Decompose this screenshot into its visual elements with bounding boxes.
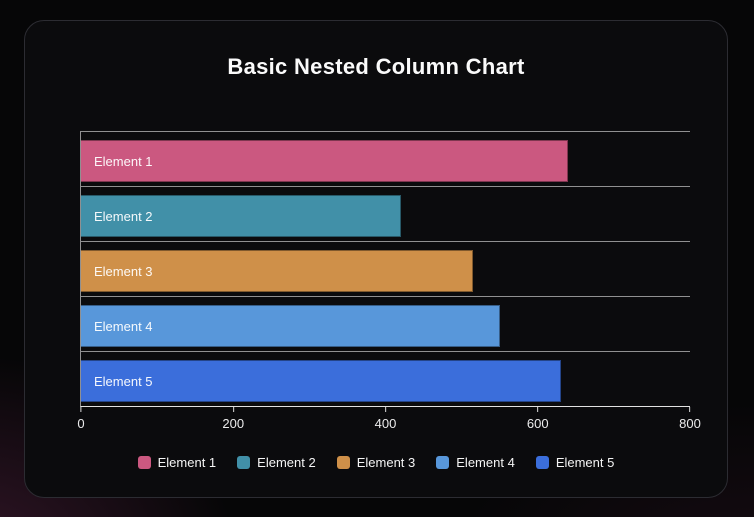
grid-row: Element 2 xyxy=(81,186,690,241)
x-tick: 400 xyxy=(374,407,397,431)
legend-item-5[interactable]: Element 5 xyxy=(535,455,615,470)
bar-label: Element 2 xyxy=(94,208,153,224)
bar-5[interactable]: Element 5 xyxy=(81,360,561,402)
legend-item-2[interactable]: Element 2 xyxy=(237,455,316,470)
legend-swatch xyxy=(336,456,350,469)
x-tick: 600 xyxy=(527,407,549,431)
chart-card: Basic Nested Column Chart Element 1 Elem… xyxy=(24,20,728,498)
legend-item-label: Element 2 xyxy=(257,455,316,470)
x-tick: 200 xyxy=(222,407,244,431)
x-tick-label: 200 xyxy=(222,416,245,431)
x-tick: 800 xyxy=(679,407,701,431)
bar-label: Element 4 xyxy=(94,318,153,334)
bar-3[interactable]: Element 3 xyxy=(81,250,474,292)
x-tick-label: 0 xyxy=(77,416,85,431)
x-tick-label: 400 xyxy=(374,416,397,431)
grid-row: Element 5 xyxy=(81,351,690,406)
x-tick-mark xyxy=(232,407,234,412)
legend-swatch xyxy=(237,456,251,469)
chart-title: Basic Nested Column Chart xyxy=(227,54,525,79)
grid-row: Element 4 xyxy=(81,296,690,351)
legend-swatch xyxy=(535,456,549,469)
x-tick-label: 600 xyxy=(526,416,549,431)
legend-item-3[interactable]: Element 3 xyxy=(336,455,416,470)
bar-1[interactable]: Element 1 xyxy=(81,140,569,182)
bar-label: Element 1 xyxy=(94,153,153,169)
legend-item-label: Element 5 xyxy=(555,455,615,470)
x-tick-mark xyxy=(80,407,82,412)
legend-swatch xyxy=(436,456,450,469)
grid-row: Element 1 xyxy=(81,131,690,186)
legend-item-1[interactable]: Element 1 xyxy=(137,455,217,470)
plot-area: Element 1 Element 2 Element 3 Element 4 … xyxy=(77,131,701,431)
grid-row: Element 3 xyxy=(81,241,690,296)
bar-2[interactable]: Element 2 xyxy=(81,195,401,237)
x-tick-mark xyxy=(537,407,539,412)
x-tick-mark xyxy=(384,407,386,412)
x-tick-label: 800 xyxy=(679,416,701,431)
bar-label: Element 3 xyxy=(94,263,153,279)
x-tick-mark xyxy=(689,407,691,412)
legend-item-label: Element 3 xyxy=(356,455,416,470)
legend: Element 1 Element 2 Element 3 Element 4 … xyxy=(25,455,727,470)
legend-item-label: Element 4 xyxy=(456,455,515,470)
x-tick: 0 xyxy=(77,407,85,431)
legend-item-4[interactable]: Element 4 xyxy=(436,455,515,470)
bar-4[interactable]: Element 4 xyxy=(81,305,500,347)
legend-swatch xyxy=(137,456,151,469)
legend-item-label: Element 1 xyxy=(157,455,217,470)
bar-label: Element 5 xyxy=(94,373,153,389)
